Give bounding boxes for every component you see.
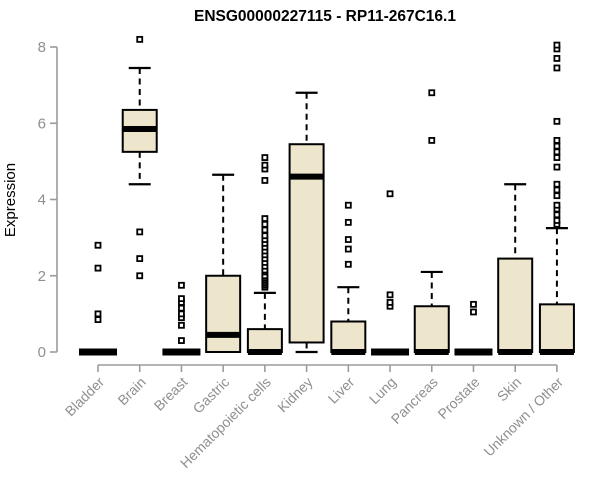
outlier-point	[553, 64, 561, 72]
outlier-point	[553, 192, 561, 200]
outlier-point	[386, 299, 394, 306]
outlier-point	[136, 272, 144, 280]
outlier-point	[261, 226, 269, 234]
outlier-point	[178, 304, 185, 312]
y-tick-label: 8	[38, 39, 46, 56]
outlier-point	[553, 142, 561, 150]
outlier-point	[428, 137, 436, 144]
outlier-point	[261, 161, 269, 169]
box-iqr	[205, 274, 242, 353]
outlier-point	[553, 117, 561, 125]
x-tick-label: Prostate	[434, 374, 482, 422]
box-iqr	[538, 303, 575, 353]
outlier-point	[344, 236, 352, 243]
y-tick-label: 6	[38, 115, 46, 132]
x-tick-label: Lung	[366, 374, 399, 407]
outlier-point	[344, 260, 352, 268]
outlier-point	[553, 211, 561, 219]
box-iqr	[246, 328, 283, 353]
outlier-point	[94, 241, 102, 249]
outlier-point	[553, 163, 561, 171]
x-tick-label: Breast	[151, 374, 191, 414]
y-tick-label: 4	[38, 192, 46, 209]
flat-zero-bar	[454, 348, 493, 356]
outlier-point	[136, 228, 144, 236]
x-tick-label: Brain	[114, 374, 148, 408]
x-tick-label: Skin	[494, 374, 525, 405]
outlier-point	[553, 41, 561, 49]
outlier-point	[261, 215, 269, 222]
outlier-point	[553, 217, 561, 224]
outlier-point	[553, 180, 561, 188]
box-iqr	[497, 257, 534, 353]
outlier-point	[178, 337, 185, 344]
x-tick-label: Liver	[325, 374, 358, 407]
outlier-point	[470, 308, 477, 316]
outlier-point	[94, 316, 102, 323]
outlier-point	[553, 55, 561, 62]
outlier-point	[344, 201, 352, 209]
outlier-point	[344, 245, 352, 253]
outlier-point	[553, 137, 561, 144]
x-tick-label: Kidney	[274, 374, 316, 416]
outlier-point	[470, 300, 477, 308]
outlier-point	[386, 190, 394, 198]
outlier-point	[553, 201, 561, 209]
chart-title: ENSG00000227115 - RP11-267C16.1	[194, 8, 456, 25]
x-tick-label: Unknown / Other	[480, 374, 566, 460]
outlier-point	[178, 321, 185, 329]
outlier-point	[178, 295, 185, 303]
outlier-point	[136, 35, 144, 43]
y-axis-label: Expression	[2, 163, 19, 237]
outlier-point	[261, 232, 269, 240]
outlier-point	[344, 218, 352, 226]
outlier-point	[428, 89, 436, 97]
outlier-point	[261, 220, 269, 228]
flat-zero-bar	[79, 348, 117, 356]
outlier-point	[553, 148, 561, 156]
outlier-point	[553, 186, 561, 194]
outlier-point	[136, 255, 144, 262]
outlier-point	[386, 291, 394, 299]
x-tick-label: Bladder	[62, 374, 108, 420]
y-tick-label: 0	[38, 344, 46, 361]
outlier-point	[261, 154, 269, 161]
outlier-point	[178, 281, 185, 289]
flat-zero-bar	[371, 348, 410, 356]
outlier-point	[94, 264, 102, 272]
y-tick-label: 2	[38, 268, 46, 285]
outlier-point	[261, 177, 269, 184]
outlier-point	[94, 310, 102, 318]
outlier-point	[553, 154, 561, 161]
flat-zero-bar	[162, 348, 201, 356]
box-iqr	[330, 320, 367, 353]
box-iqr	[413, 305, 450, 353]
outlier-point	[178, 310, 185, 318]
